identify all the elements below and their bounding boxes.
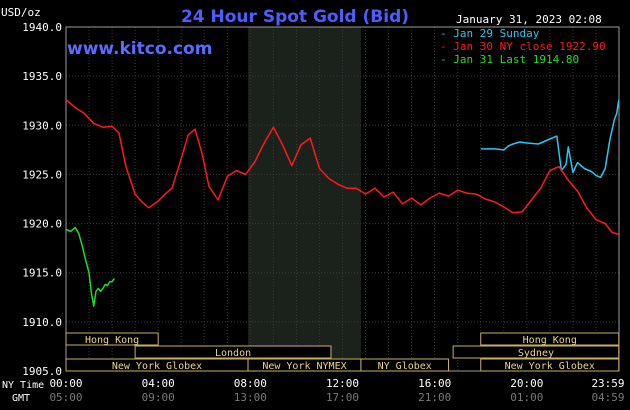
x-tick-label-gmt: 09:00 xyxy=(142,391,175,404)
x-tick-label-ny: 04:00 xyxy=(142,377,175,390)
legend: - Jan 29 Sunday- Jan 30 NY close 1922.90… xyxy=(440,27,606,66)
x-tick-label-gmt: 17:00 xyxy=(326,391,359,404)
y-tick-label: 1920.0 xyxy=(22,218,62,231)
timestamp: January 31, 2023 02:08 xyxy=(456,13,602,26)
y-tick-label: 1930.0 xyxy=(22,119,62,132)
series-line-1 xyxy=(65,99,620,236)
trading-sessions: Hong Kong London New York Globex New York N… xyxy=(65,332,620,372)
brand-link[interactable]: www.kitco.com xyxy=(67,39,212,59)
x-tick-label-gmt: 21:00 xyxy=(418,391,451,404)
grid xyxy=(66,26,619,372)
y-tick-label: 1925.0 xyxy=(22,168,62,181)
y-tick-label: 1935.0 xyxy=(22,70,62,83)
session-bar xyxy=(480,332,620,346)
x-tick-label-ny: 23:59 xyxy=(591,377,624,390)
x-tick-label-gmt: 13:00 xyxy=(234,391,267,404)
session-label: Hong Kong xyxy=(523,335,577,346)
x-tick-label-ny: 08:00 xyxy=(234,377,267,390)
x-tick-label-ny: 20:00 xyxy=(510,377,543,390)
legend-entry: - Jan 30 NY close 1922.90 xyxy=(440,40,606,53)
session-label: New York Globex xyxy=(505,361,595,372)
y-tick-label: 1940.0 xyxy=(22,21,62,34)
session-bar xyxy=(65,332,159,346)
x-tick-label-ny: 12:00 xyxy=(326,377,359,390)
nymex-shaded-band xyxy=(248,27,361,371)
x-tick-label-ny: 16:00 xyxy=(418,377,451,390)
session-label: London xyxy=(215,348,251,359)
session-label: Sydney xyxy=(518,348,554,359)
y-tick-label: 1910.0 xyxy=(22,316,62,329)
session-bar xyxy=(480,358,620,372)
y-tick-label: 1905.0 xyxy=(22,365,62,378)
series-lines xyxy=(65,99,620,307)
session-bar xyxy=(360,358,449,372)
y-axis-unit: USD/oz xyxy=(1,6,41,19)
legend-entry: - Jan 31 Last 1914.80 xyxy=(440,53,579,66)
session-label: NY Globex xyxy=(378,361,432,372)
series-line-2 xyxy=(65,226,115,307)
session-label: Hong Kong xyxy=(85,335,139,346)
ny-time-label: NY Time xyxy=(2,380,44,391)
y-tick-labels: 1940.0 1935.0 1930.0 1925.0 1920.0 1915.0 1910… xyxy=(22,21,62,378)
session-label: New York Globex xyxy=(112,361,202,372)
session-bar xyxy=(134,345,332,359)
y-tick-label: 1915.0 xyxy=(22,267,62,280)
x-tick-label-gmt: 04:59 xyxy=(591,391,624,404)
legend-entry: - Jan 29 Sunday xyxy=(440,27,540,40)
series-line-0 xyxy=(480,99,620,179)
chart-title: 24 Hour Spot Gold (Bid) xyxy=(181,7,409,27)
x-tick-label-gmt: 01:00 xyxy=(510,391,543,404)
gmt-label: GMT xyxy=(12,393,30,404)
session-label: New York NYMEX xyxy=(262,361,346,372)
x-tick-label-ny: 00:00 xyxy=(49,377,82,390)
x-tick-label-gmt: 05:00 xyxy=(49,391,82,404)
session-bar xyxy=(452,345,620,359)
